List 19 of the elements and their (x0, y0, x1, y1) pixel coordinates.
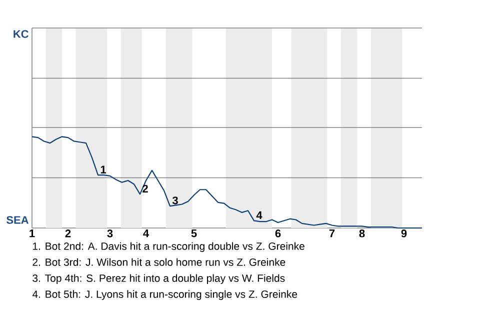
text: 3. Top 4th: S. Perez hit into a double play vs W. Fields (32, 274, 285, 284)
text: 2. Bot 3rd: J. Wilson hit a solo home run vs Z. Greinke (32, 258, 286, 266)
annotation: 4 (256, 211, 262, 219)
x-tick-label: 8 (359, 230, 365, 238)
x-tick-label: 6 (275, 230, 281, 238)
x-tick-label: 5 (191, 230, 197, 238)
text: SEA (6, 216, 29, 224)
annotation: 1 (100, 166, 106, 174)
x-tick-label: 1 (30, 230, 35, 238)
text: KC (14, 30, 28, 38)
annotation: 2 (142, 184, 148, 192)
x-tick-label: 9 (401, 230, 407, 238)
text: 1. Bot 2nd: A. Davis hit a run-scoring double vs Z. Greinke (33, 242, 304, 252)
x-tick-label: 3 (107, 230, 113, 238)
text: 4. Bot 5th: J. Lyons hit a run-scoring single vs Z. Greinke (32, 290, 298, 300)
x-tick-label: 4 (143, 230, 149, 238)
x-tick-label: 7 (329, 230, 335, 238)
annotation: 3 (172, 196, 178, 204)
x-tick-label: 2 (65, 230, 71, 238)
